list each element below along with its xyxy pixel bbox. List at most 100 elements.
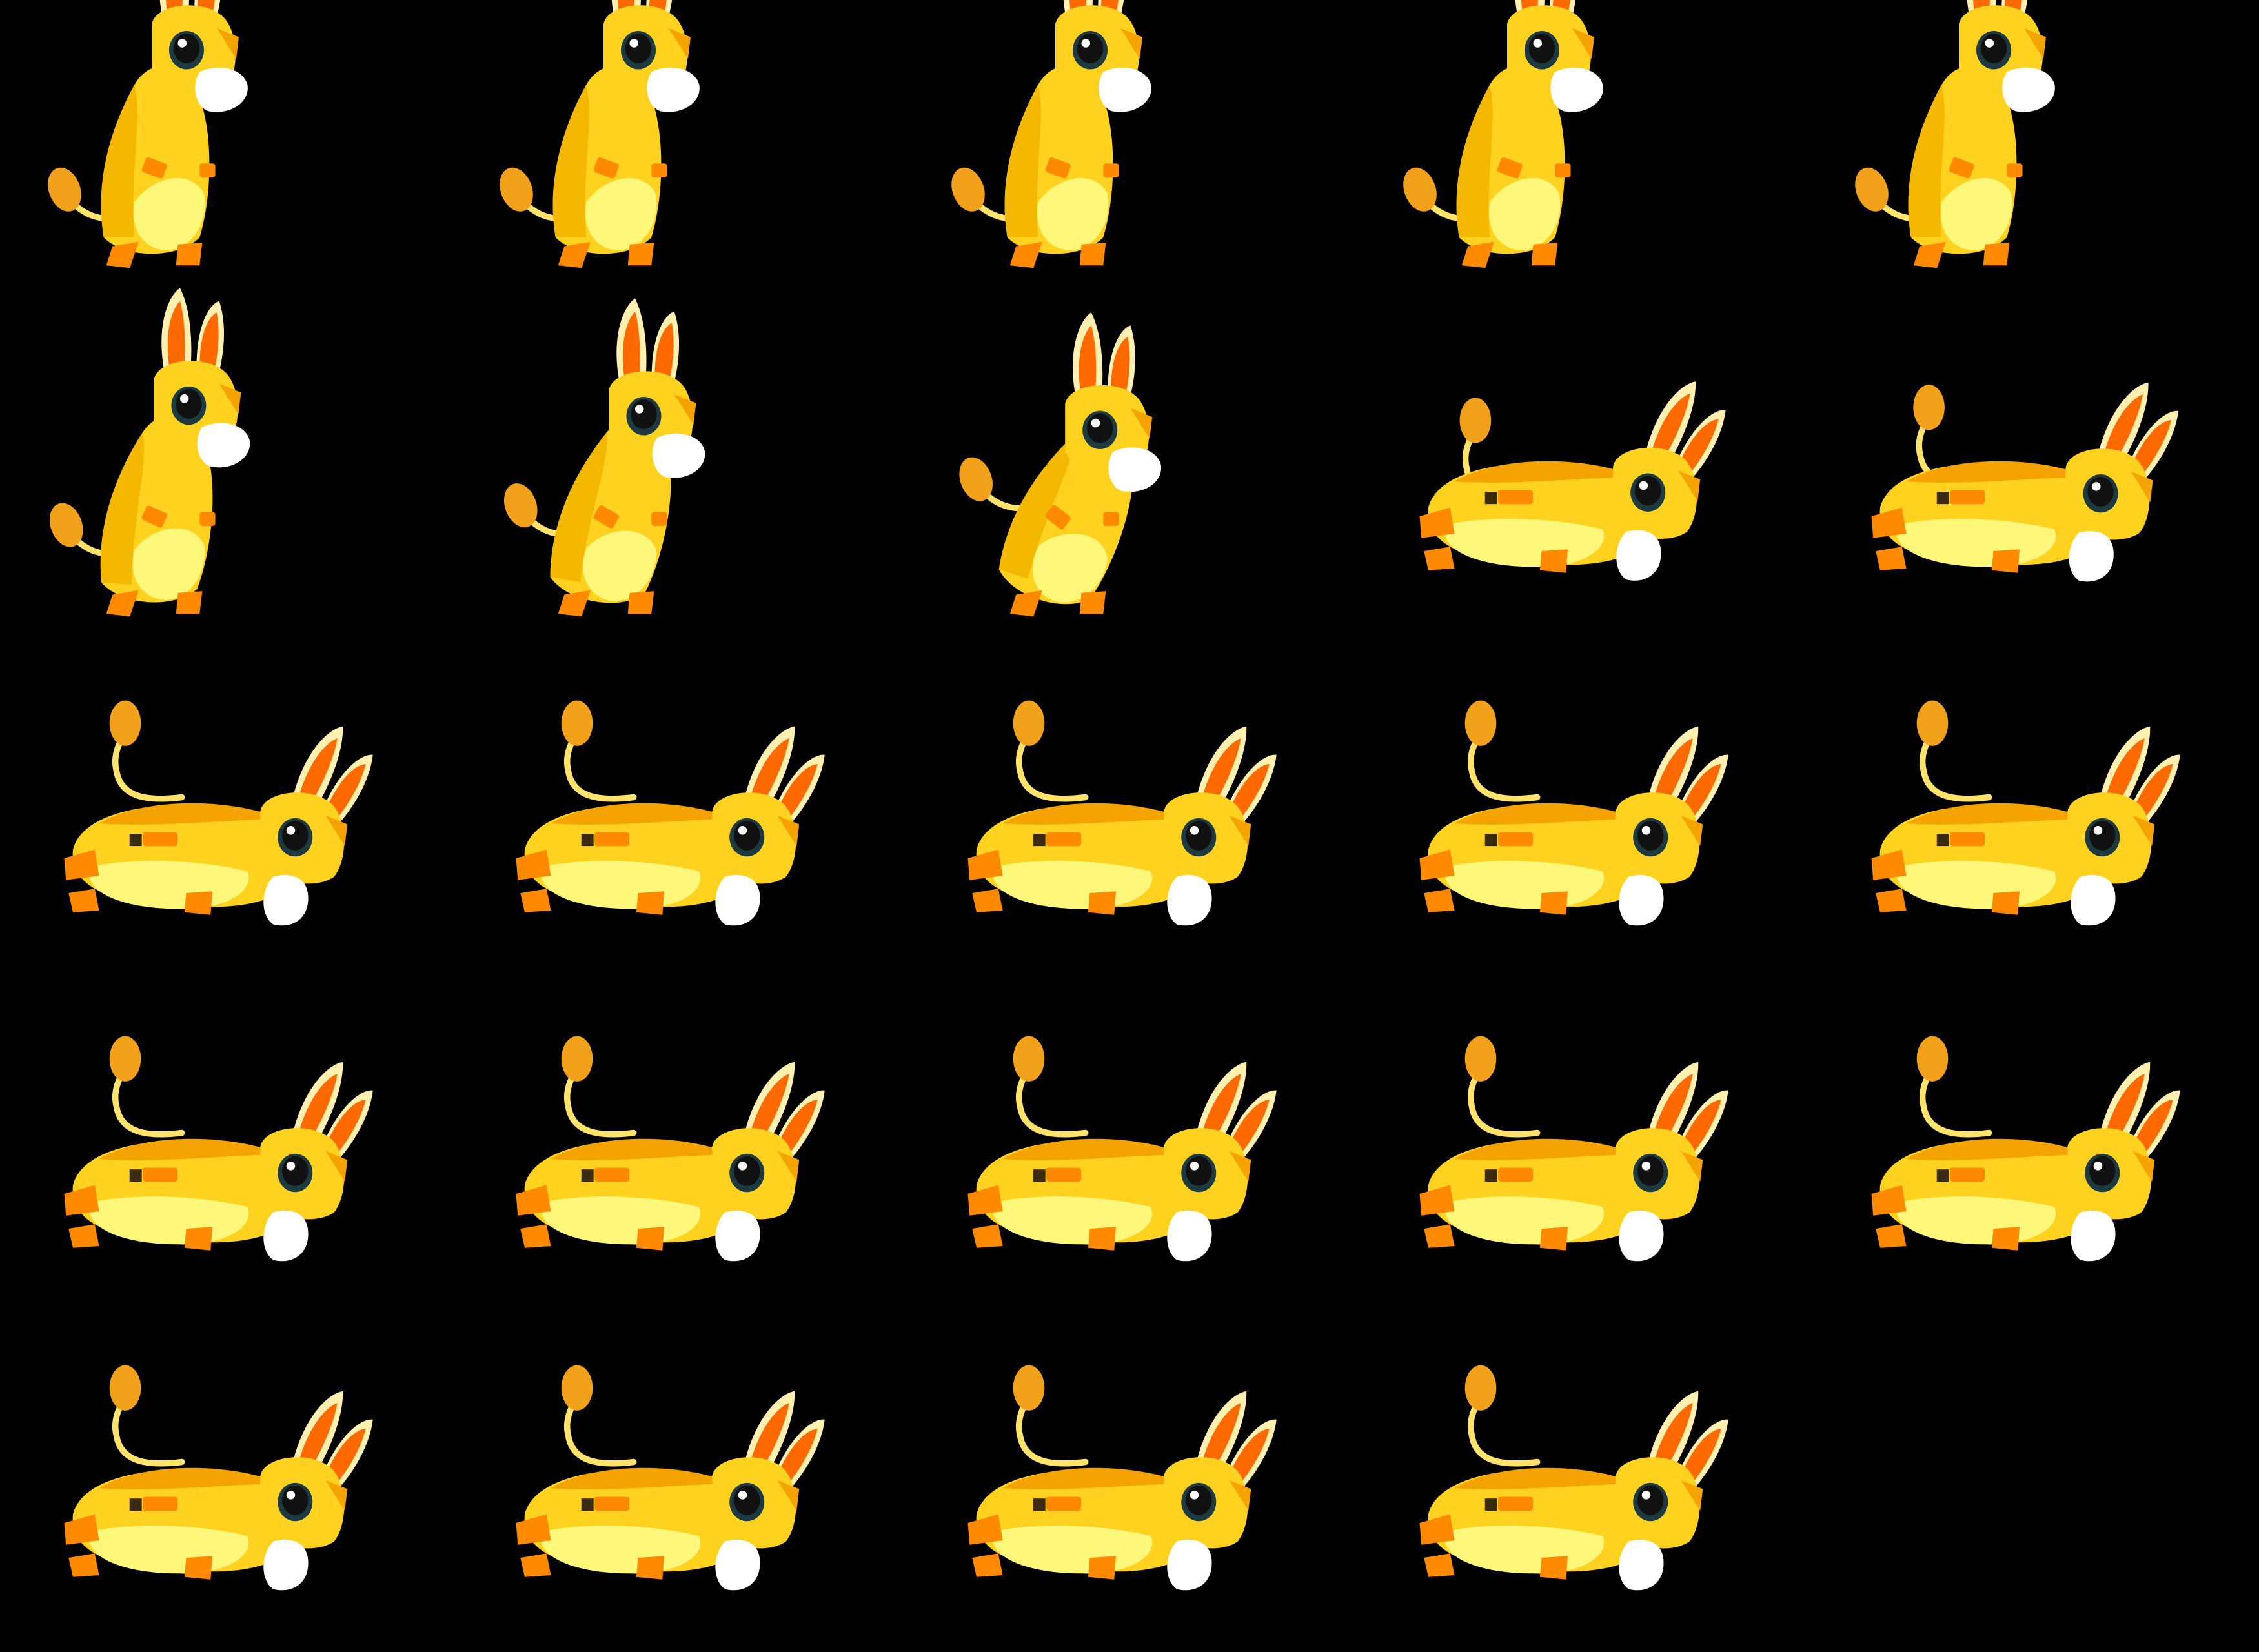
muzzle	[1108, 447, 1162, 492]
front-hoof-right	[199, 512, 216, 526]
belly	[1032, 534, 1108, 603]
head	[260, 1391, 373, 1591]
back-hoof-2	[68, 1553, 99, 1577]
front-hoof	[141, 505, 167, 528]
donkey-figure	[49, 288, 250, 617]
front-hoof	[1950, 490, 1985, 505]
body-group	[1456, 66, 1571, 268]
mane	[1454, 461, 1637, 483]
ear-left-inner	[748, 1403, 789, 1475]
donkey-figure	[1419, 1365, 1728, 1591]
front-hoof	[141, 157, 167, 179]
mane-tuft	[1120, 28, 1142, 59]
sprite-frame-row-5-3	[967, 1365, 1277, 1591]
sprite-frame-row-4-4	[1419, 1036, 1728, 1262]
tail-tuft	[1459, 398, 1492, 443]
body-shade	[1908, 85, 1945, 237]
body-group	[1419, 803, 1659, 915]
donkey-figure	[967, 1036, 1277, 1262]
eye	[1186, 1485, 1212, 1515]
back-hoof-2	[1424, 547, 1455, 570]
mane-tuft	[325, 1480, 348, 1511]
ear-left-inner	[1200, 1403, 1241, 1475]
donkey-figure	[959, 312, 1162, 617]
head	[603, 0, 700, 112]
back-hoof	[1871, 849, 1907, 880]
donkey-figure	[500, 0, 700, 268]
mane	[99, 803, 282, 825]
head	[1959, 0, 2055, 112]
donkey-figure	[1419, 381, 1726, 581]
body-group	[1004, 66, 1119, 268]
mane-tuft	[777, 1151, 800, 1182]
donkey-figure	[1403, 0, 1603, 268]
eye-highlight	[1190, 1491, 1199, 1500]
ear-left-inner	[2103, 738, 2145, 811]
muzzle	[2069, 531, 2114, 582]
eye	[631, 399, 657, 429]
eye	[1980, 34, 2007, 63]
ear-left-inner	[1652, 1403, 1693, 1475]
front-foot	[1088, 1556, 1116, 1580]
back-hoof-2	[1424, 1224, 1455, 1248]
front-hoof	[1046, 1167, 1081, 1182]
back-hoof	[1009, 590, 1042, 617]
back-hoof	[64, 1514, 99, 1545]
back-hoof	[967, 1514, 1003, 1545]
body-shade	[998, 434, 1075, 579]
eye	[1637, 1485, 1664, 1515]
muzzle	[197, 423, 250, 468]
mane-tuft	[1229, 1480, 1251, 1511]
eye-highlight	[1641, 826, 1651, 835]
eye	[734, 820, 760, 851]
body-group	[1871, 1138, 2111, 1251]
sprite-frame-row-4-5	[1871, 1036, 2180, 1262]
eye	[282, 1156, 309, 1186]
donkey-figure	[64, 700, 373, 926]
tail-tuft	[561, 1365, 593, 1411]
belly	[133, 178, 205, 251]
head	[2067, 726, 2180, 926]
mane-tuft	[1130, 408, 1153, 439]
donkey-figure	[967, 1365, 1277, 1591]
back-hoof-2	[1876, 1224, 1907, 1248]
eye	[176, 388, 202, 419]
front-hoof	[593, 505, 619, 529]
front-foot	[1539, 1227, 1568, 1251]
eye-highlight	[1641, 1491, 1651, 1500]
donkey-figure	[967, 700, 1277, 926]
front-hoof	[1950, 1167, 1985, 1182]
eye-highlight	[1641, 1162, 1651, 1171]
front-hoof	[1498, 490, 1533, 505]
eye-highlight	[286, 1491, 296, 1500]
front-foot	[1079, 591, 1106, 614]
mane	[1454, 1138, 1637, 1160]
back-hoof	[967, 1185, 1003, 1216]
hoof-dark	[1484, 1498, 1497, 1511]
muzzle	[263, 1539, 309, 1591]
body-group	[64, 803, 304, 915]
body-group	[100, 416, 216, 617]
body-group	[64, 1467, 304, 1580]
muzzle	[715, 1539, 760, 1591]
belly	[583, 530, 657, 601]
tail	[561, 1036, 637, 1138]
head	[609, 298, 705, 478]
body-group	[967, 1138, 1208, 1251]
eye	[734, 1485, 760, 1515]
muzzle	[263, 1210, 309, 1262]
eye-highlight	[1190, 1162, 1199, 1171]
front-hoof	[1498, 832, 1533, 847]
front-foot	[176, 243, 203, 266]
back-hoof	[516, 849, 551, 880]
back-hoof	[1871, 507, 1907, 538]
head	[712, 1062, 825, 1262]
head	[1164, 726, 1277, 926]
belly	[132, 528, 205, 600]
ear-left-inner	[1200, 738, 1241, 811]
eye-highlight	[1091, 418, 1100, 428]
head	[1616, 726, 1728, 926]
mane-tuft	[669, 28, 691, 59]
body-shade	[1004, 85, 1041, 237]
back-hoof-2	[1424, 1553, 1455, 1577]
